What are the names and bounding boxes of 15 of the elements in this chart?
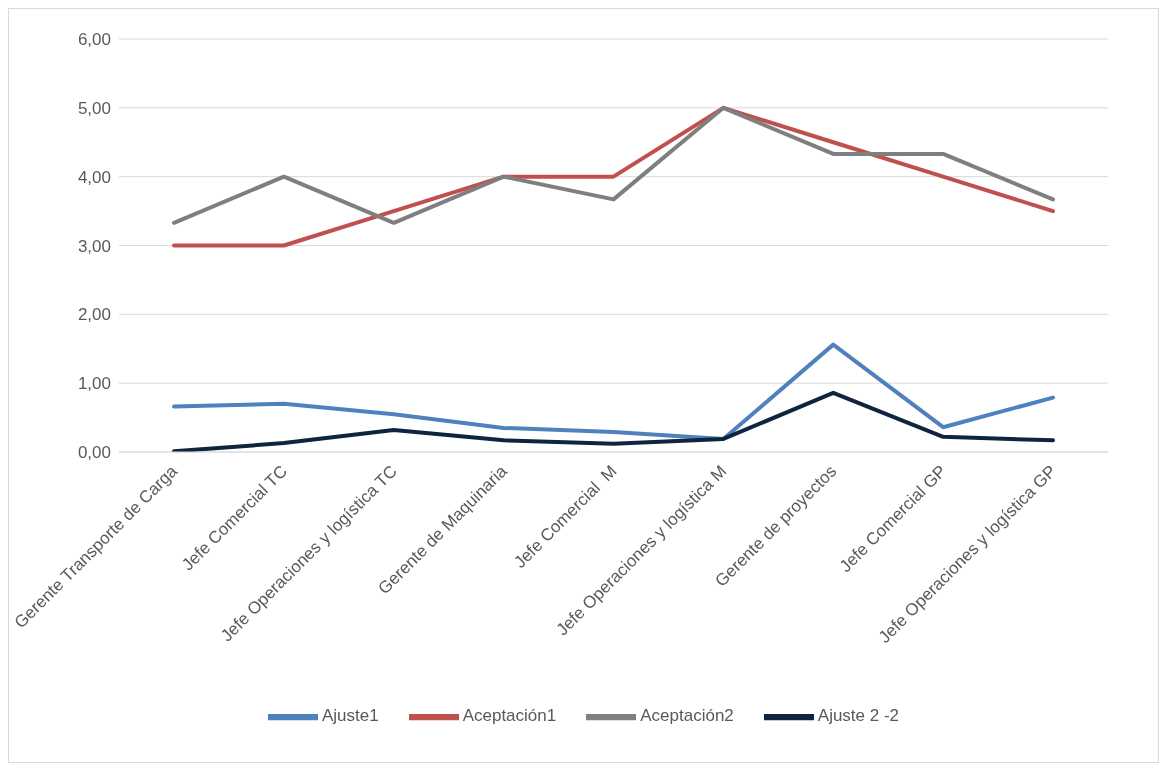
- y-tick-label: 2,00: [77, 305, 111, 325]
- legend-label: Ajuste1: [321, 706, 379, 726]
- legend-label: Ajuste 2 -2: [817, 706, 900, 726]
- y-tick-label: 3,00: [77, 236, 111, 256]
- line-series: [172, 105, 1055, 225]
- legend-label: Aceptación1: [462, 706, 557, 726]
- line-series: [172, 342, 1055, 441]
- y-tick-label: 5,00: [77, 98, 111, 118]
- line-series: [172, 105, 1055, 248]
- y-tick-label: 4,00: [77, 167, 111, 187]
- legend-label: Aceptación2: [640, 706, 734, 726]
- y-tick-label: 6,00: [77, 30, 111, 50]
- line-series: [172, 390, 1055, 452]
- y-tick-label: 1,00: [77, 374, 111, 394]
- y-tick-label: 0,00: [77, 443, 111, 463]
